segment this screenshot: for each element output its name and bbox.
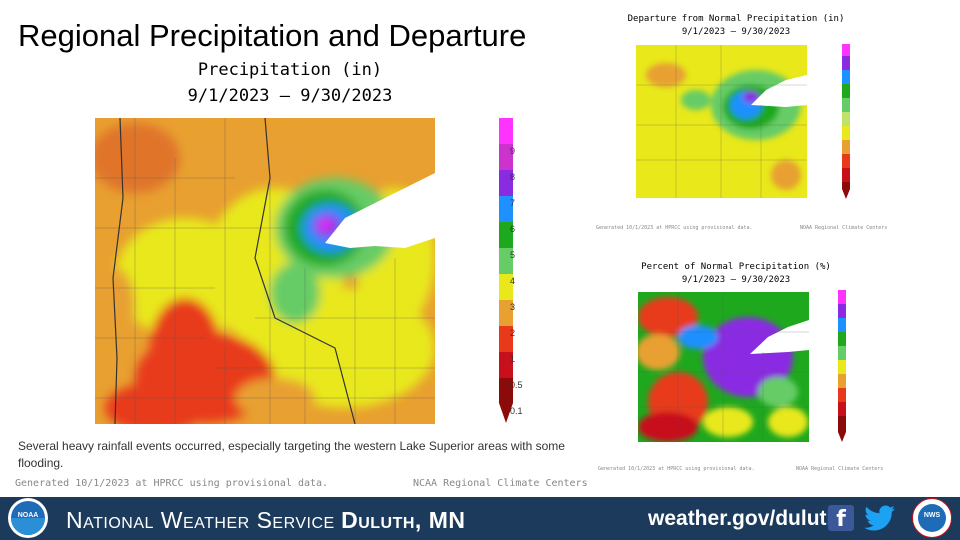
noaa-logo[interactable]: NOAA bbox=[8, 498, 48, 538]
legend-label: 3 bbox=[510, 302, 516, 312]
footer-bar bbox=[0, 497, 960, 540]
percent-credit-right: NOAA Regional Climate Centers bbox=[796, 466, 884, 472]
percent-map bbox=[638, 292, 809, 442]
legend-label: 5 bbox=[510, 250, 516, 260]
departure-credit-right: NOAA Regional Climate Centers bbox=[800, 225, 888, 231]
legend-label: 0.1 bbox=[510, 406, 523, 416]
main-map-date-range: 9/1/2023 – 9/30/2023 bbox=[187, 86, 393, 106]
nws-logo[interactable]: NWS bbox=[912, 498, 952, 538]
precipitation-map bbox=[95, 118, 435, 424]
page-title: Regional Precipitation and Departure bbox=[18, 18, 527, 53]
legend-label: 6 bbox=[510, 224, 516, 234]
legend-label: 0.5 bbox=[510, 380, 523, 390]
departure-map-date-range: 9/1/2023 – 9/30/2023 bbox=[681, 27, 791, 37]
legend-label: 9 bbox=[510, 146, 516, 156]
precipitation-legend-labels: 9 8 7 6 5 4 3 2 1 0.5 0.1 bbox=[510, 138, 523, 424]
departure-legend bbox=[842, 44, 850, 199]
departure-map-title: Departure from Normal Precipitation (in) bbox=[627, 14, 845, 24]
legend-label: 7 bbox=[510, 198, 516, 208]
website-link[interactable]: weather.gov/duluth bbox=[648, 507, 840, 530]
departure-credit-left: Generated 10/1/2023 at HPRCC using provi… bbox=[596, 225, 753, 231]
legend-label: 2 bbox=[510, 328, 516, 338]
percent-map-date-range: 9/1/2023 – 9/30/2023 bbox=[681, 275, 791, 285]
main-credit-right: NCAA Regional Climate Centers bbox=[413, 478, 588, 489]
footer-org-prefix: National Weather Service bbox=[66, 507, 335, 533]
facebook-icon[interactable]: f bbox=[828, 505, 854, 532]
footer-org-name: National Weather Service Duluth, MN bbox=[66, 507, 465, 534]
percent-credit-left: Generated 10/1/2023 at HPRCC using provi… bbox=[598, 466, 755, 472]
precipitation-legend bbox=[499, 118, 513, 423]
legend-label: 8 bbox=[510, 172, 516, 182]
percent-map-title: Percent of Normal Precipitation (%) bbox=[641, 262, 831, 272]
main-credit-left: Generated 10/1/2023 at HPRCC using provi… bbox=[15, 478, 329, 489]
percent-legend bbox=[838, 290, 846, 442]
footer-office: Duluth, MN bbox=[341, 507, 466, 533]
twitter-icon[interactable] bbox=[864, 505, 896, 531]
noaa-logo-text: NOAA bbox=[17, 512, 39, 519]
legend-label: 4 bbox=[510, 276, 516, 286]
departure-map bbox=[636, 45, 807, 198]
caption: Several heavy rainfall events occurred, … bbox=[18, 439, 565, 470]
nws-logo-text: NWS bbox=[923, 512, 941, 519]
legend-label: 1 bbox=[510, 354, 516, 364]
main-map-subtitle: Precipitation (in) bbox=[197, 60, 383, 80]
